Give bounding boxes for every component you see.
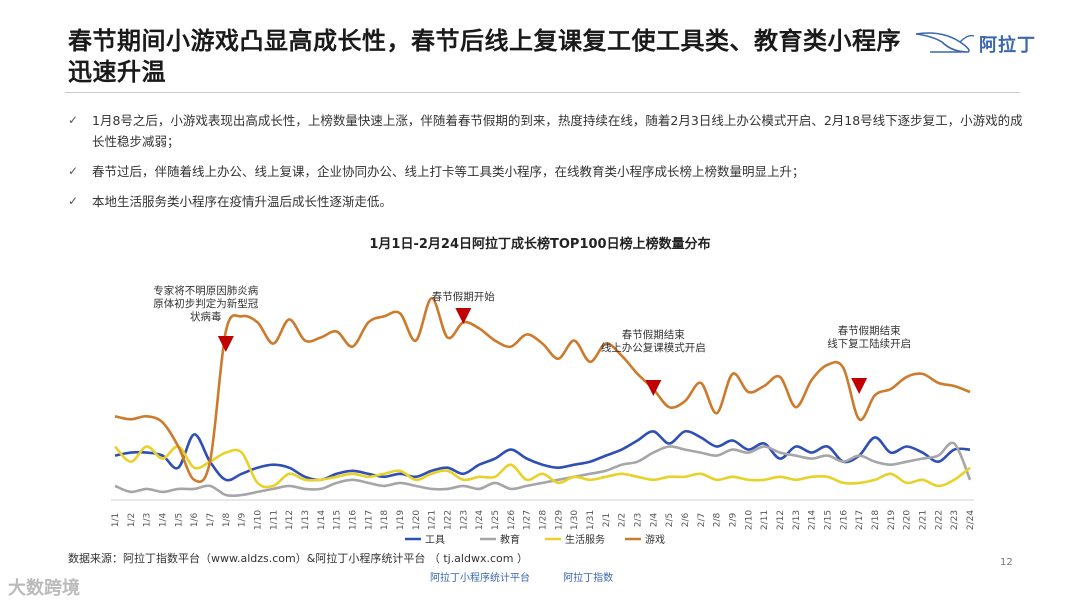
x-tick-label: 2/21 xyxy=(919,510,929,530)
x-tick-label: 2/23 xyxy=(950,510,960,530)
x-tick-label: 2/9 xyxy=(729,512,739,527)
title-divider xyxy=(65,92,1020,93)
x-tick-label: 1/11 xyxy=(269,510,279,530)
legend-label: 工具 xyxy=(425,534,445,546)
x-tick-label: 1/1 xyxy=(111,513,121,527)
annotation-text: 春节假期开始 xyxy=(432,290,495,303)
x-tick-label: 1/23 xyxy=(459,510,469,530)
series-line-生活服务 xyxy=(114,445,971,489)
x-tick-label: 1/5 xyxy=(174,513,184,527)
annotation-marker-icon xyxy=(645,380,662,396)
bullet-item: ✓ 本地生活服务类小程序在疫情升温后成长性逐渐走低。 xyxy=(68,191,1028,212)
page-number: 12 xyxy=(1000,557,1013,568)
chart-title: 1月1日-2月24日阿拉丁成长榜TOP100日榜上榜数量分布 xyxy=(369,237,711,252)
x-tick-label: 2/3 xyxy=(634,513,644,527)
annotation-text: 专家将不明原因肺炎病 xyxy=(153,284,258,297)
x-tick-label: 1/12 xyxy=(285,510,295,530)
watermark: 大数跨境 xyxy=(8,578,80,599)
x-tick-label: 2/24 xyxy=(966,510,976,530)
x-tick-label: 2/19 xyxy=(887,510,897,530)
bullet-text: 春节过后，伴随着线上办公、线上复课，企业协同办公、线上打卡等工具类小程序，在线教… xyxy=(92,164,805,179)
x-tick-label: 2/6 xyxy=(681,512,691,527)
annotation-marker-icon xyxy=(217,336,234,352)
legend-label: 游戏 xyxy=(645,533,665,546)
x-tick-label: 1/17 xyxy=(364,510,374,530)
footer-logo-index: 阿拉丁指数 xyxy=(563,573,614,584)
x-tick-label: 1/14 xyxy=(317,510,327,530)
annotation-marker-icon xyxy=(851,378,868,394)
annotation-text: 线上办公复课模式开启 xyxy=(601,341,706,354)
footer-logos: 阿拉丁小程序统计平台 阿拉丁指数 xyxy=(430,569,643,584)
x-tick-label: 2/4 xyxy=(649,512,659,527)
x-tick-label: 1/2 xyxy=(127,513,137,527)
series-line-教育 xyxy=(114,441,972,498)
annotation-marker-icon xyxy=(455,308,472,324)
x-tick-label: 2/12 xyxy=(776,510,786,530)
x-tick-label: 2/14 xyxy=(808,510,818,530)
x-tick-label: 2/18 xyxy=(871,510,881,530)
x-tick-label: 1/31 xyxy=(586,510,596,530)
x-tick-label: 1/4 xyxy=(159,512,169,527)
series-line-工具 xyxy=(114,429,971,482)
legend-label: 教育 xyxy=(500,533,520,546)
annotation-text: 线下复工陆续开启 xyxy=(827,337,911,350)
logo-text: 阿拉丁 xyxy=(979,35,1036,56)
x-tick-label: 2/22 xyxy=(934,510,944,530)
annotation-text: 春节假期结束 xyxy=(838,324,901,337)
footer-logo-stats: 阿拉丁小程序统计平台 xyxy=(430,573,530,584)
data-source: 数据来源：阿拉丁指数平台（www.aldzs.com）&阿拉丁小程序统计平台 （… xyxy=(68,552,528,565)
checkmark-icon: ✓ xyxy=(68,194,79,208)
lamp-logo-icon xyxy=(915,32,975,53)
bullet-text: 1月8号之后，小游戏表现出高成长性，上榜数量快速上涨，伴随着春节假期的到来，热度… xyxy=(92,113,1023,149)
x-tick-label: 1/24 xyxy=(475,510,485,530)
bullet-text: 本地生活服务类小程序在疫情升温后成长性逐渐走低。 xyxy=(92,194,393,209)
x-tick-label: 2/13 xyxy=(792,510,802,530)
annotation-text: 状病毒 xyxy=(190,310,222,323)
x-tick-label: 1/15 xyxy=(333,510,343,530)
bullet-item: ✓ 1月8号之后，小游戏表现出高成长性，上榜数量快速上涨，伴随着春节假期的到来，… xyxy=(68,110,1028,152)
x-tick-label: 2/20 xyxy=(903,510,913,530)
annotation-text: 春节假期结束 xyxy=(622,328,685,341)
checkmark-icon: ✓ xyxy=(68,113,79,127)
annotation-text: 原体初步判定为新型冠 xyxy=(153,297,258,310)
x-tick-label: 2/5 xyxy=(665,513,675,527)
x-tick-label: 1/8 xyxy=(222,512,232,527)
x-tick-label: 2/15 xyxy=(824,510,834,530)
x-tick-label: 1/13 xyxy=(301,510,311,530)
x-tick-label: 1/6 xyxy=(190,512,200,527)
x-tick-label: 1/7 xyxy=(206,513,216,527)
x-tick-label: 1/29 xyxy=(554,510,564,530)
x-tick-label: 2/2 xyxy=(618,513,628,527)
x-tick-label: 2/10 xyxy=(744,510,754,530)
x-tick-label: 2/1 xyxy=(602,513,612,527)
page-title: 春节期间小游戏凸显高成长性，春节后线上复课复工使工具类、教育类小程序迅速升温 xyxy=(68,27,901,86)
x-tick-label: 2/8 xyxy=(713,512,723,527)
x-tick-label: 2/16 xyxy=(839,510,849,530)
checkmark-icon: ✓ xyxy=(68,164,79,178)
series-line-游戏 xyxy=(114,296,971,484)
x-tick-label: 1/18 xyxy=(380,510,390,530)
x-tick-label: 1/21 xyxy=(428,510,438,530)
x-tick-label: 1/16 xyxy=(349,510,359,530)
line-chart: 1/1 1/2 1/3 1/4 1/5 1/6 1/7 1/8 1/9 1/10 1/11 1/12 1… xyxy=(111,284,976,546)
bullet-item: ✓ 春节过后，伴随着线上办公、线上复课，企业协同办公、线上打卡等工具类小程序，在… xyxy=(68,161,1028,182)
x-tick-label: 1/27 xyxy=(523,510,533,530)
x-tick-label: 1/25 xyxy=(491,510,501,530)
x-tick-label: 1/22 xyxy=(444,510,454,530)
x-tick-label: 1/26 xyxy=(507,510,517,530)
x-tick-label: 1/3 xyxy=(143,513,153,527)
x-tick-label: 2/11 xyxy=(760,510,770,530)
x-tick-label: 1/30 xyxy=(570,510,580,530)
x-tick-label: 1/19 xyxy=(396,510,406,530)
x-tick-label: 2/7 xyxy=(697,513,707,527)
bullet-list: ✓ 1月8号之后，小游戏表现出高成长性，上榜数量快速上涨，伴随着春节假期的到来，… xyxy=(68,110,1028,221)
x-tick-label: 1/10 xyxy=(254,510,264,530)
x-tick-label: 1/28 xyxy=(539,510,549,530)
x-tick-label: 1/9 xyxy=(238,512,248,527)
x-tick-label: 1/20 xyxy=(412,510,422,530)
legend-label: 生活服务 xyxy=(565,533,605,546)
x-tick-label: 2/17 xyxy=(855,510,865,530)
